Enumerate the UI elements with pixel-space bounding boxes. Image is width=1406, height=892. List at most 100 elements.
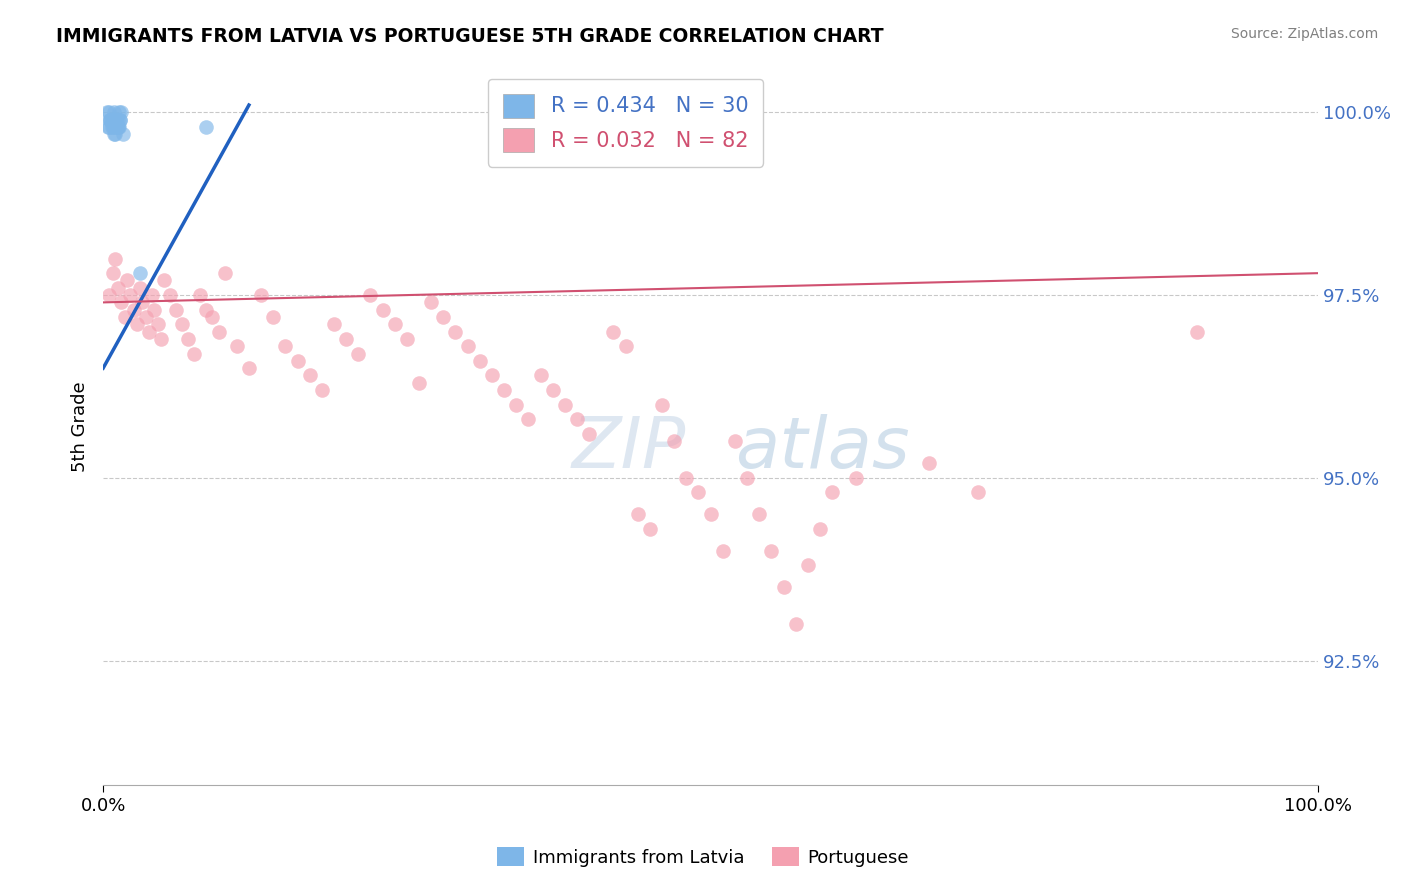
- Point: [105, 112, 128, 127]
- Point: [517, 412, 540, 426]
- Point: [172, 318, 194, 332]
- Point: [195, 302, 218, 317]
- Point: [505, 398, 527, 412]
- Point: [188, 288, 211, 302]
- Point: [602, 325, 624, 339]
- Point: [118, 288, 141, 302]
- Point: [638, 522, 661, 536]
- Point: [675, 471, 697, 485]
- Point: [371, 302, 394, 317]
- Point: [177, 332, 200, 346]
- Legend: Immigrants from Latvia, Portuguese: Immigrants from Latvia, Portuguese: [489, 840, 917, 874]
- Point: [578, 426, 600, 441]
- Point: [214, 266, 236, 280]
- Point: [97, 120, 120, 134]
- Point: [153, 273, 176, 287]
- Point: [238, 361, 260, 376]
- Point: [108, 120, 131, 134]
- Point: [101, 112, 124, 127]
- Point: [146, 318, 169, 332]
- Point: [104, 252, 127, 266]
- Point: [335, 332, 357, 346]
- Point: [98, 105, 121, 120]
- Point: [395, 332, 418, 346]
- Text: IMMIGRANTS FROM LATVIA VS PORTUGUESE 5TH GRADE CORRELATION CHART: IMMIGRANTS FROM LATVIA VS PORTUGUESE 5TH…: [56, 27, 884, 45]
- Point: [311, 383, 333, 397]
- Point: [103, 128, 125, 142]
- Point: [201, 310, 224, 324]
- Point: [748, 508, 770, 522]
- Point: [298, 368, 321, 383]
- Y-axis label: 5th Grade: 5th Grade: [72, 381, 89, 472]
- Point: [918, 456, 941, 470]
- Point: [110, 105, 132, 120]
- Point: [98, 288, 121, 302]
- Point: [967, 485, 990, 500]
- Point: [274, 339, 297, 353]
- Point: [565, 412, 588, 426]
- Point: [101, 120, 124, 134]
- Point: [323, 318, 346, 332]
- Point: [122, 302, 145, 317]
- Point: [103, 105, 125, 120]
- Point: [699, 508, 721, 522]
- Point: [457, 339, 479, 353]
- Point: [541, 383, 564, 397]
- Point: [287, 354, 309, 368]
- Point: [262, 310, 284, 324]
- Point: [100, 112, 122, 127]
- Point: [117, 273, 139, 287]
- Point: [96, 105, 118, 120]
- Point: [114, 310, 136, 324]
- Point: [131, 295, 153, 310]
- Point: [108, 112, 131, 127]
- Point: [100, 112, 122, 127]
- Legend: R = 0.434   N = 30, R = 0.032   N = 82: R = 0.434 N = 30, R = 0.032 N = 82: [488, 78, 763, 167]
- Point: [735, 471, 758, 485]
- Point: [111, 128, 134, 142]
- Point: [614, 339, 637, 353]
- Point: [432, 310, 454, 324]
- Point: [408, 376, 430, 390]
- Point: [225, 339, 247, 353]
- Point: [772, 581, 794, 595]
- Point: [104, 128, 127, 142]
- Point: [845, 471, 868, 485]
- Point: [150, 332, 173, 346]
- Point: [108, 105, 131, 120]
- Point: [1185, 325, 1208, 339]
- Point: [101, 112, 124, 127]
- Point: [141, 288, 163, 302]
- Point: [481, 368, 503, 383]
- Point: [183, 346, 205, 360]
- Text: atlas: atlas: [735, 414, 910, 483]
- Point: [651, 398, 673, 412]
- Point: [468, 354, 491, 368]
- Point: [195, 120, 218, 134]
- Point: [664, 434, 686, 449]
- Point: [797, 558, 820, 573]
- Point: [143, 302, 166, 317]
- Point: [761, 544, 783, 558]
- Point: [105, 112, 128, 127]
- Point: [100, 112, 122, 127]
- Point: [100, 112, 122, 127]
- Point: [711, 544, 734, 558]
- Point: [165, 302, 187, 317]
- Point: [98, 120, 121, 134]
- Point: [107, 112, 129, 127]
- Text: ZIP: ZIP: [572, 414, 686, 483]
- Point: [347, 346, 370, 360]
- Point: [107, 281, 129, 295]
- Point: [207, 325, 229, 339]
- Point: [384, 318, 406, 332]
- Point: [688, 485, 710, 500]
- Point: [529, 368, 551, 383]
- Point: [135, 310, 157, 324]
- Point: [127, 318, 149, 332]
- Point: [107, 120, 129, 134]
- Point: [138, 325, 160, 339]
- Point: [128, 266, 150, 280]
- Point: [627, 508, 650, 522]
- Point: [108, 112, 131, 127]
